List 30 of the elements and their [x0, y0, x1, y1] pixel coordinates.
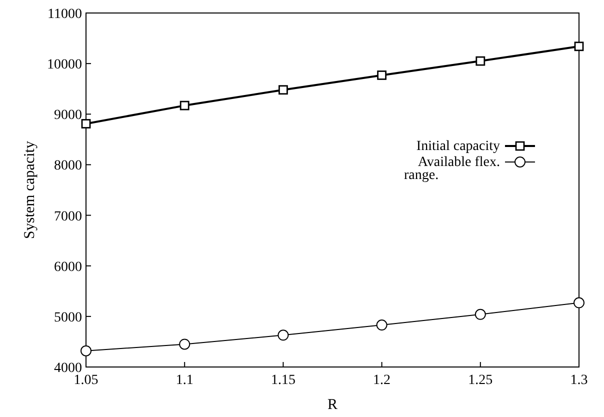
y-tick-label: 6000: [54, 260, 82, 275]
legend-label: Available flex. range.: [404, 155, 500, 183]
x-tick-label: 1.2: [373, 373, 391, 388]
point: [376, 320, 388, 331]
y-tick-label: 9000: [54, 108, 82, 124]
point: [278, 85, 288, 95]
point: [574, 42, 584, 52]
point: [574, 297, 584, 308]
y-tick-label: 5000: [54, 310, 82, 326]
point: [377, 70, 386, 80]
point: [278, 330, 289, 341]
point: [476, 56, 486, 66]
x-axis-title: R: [327, 397, 338, 413]
y-tick-label: 10000: [47, 58, 82, 73]
y-tick-label: 7000: [54, 209, 82, 224]
point: [81, 119, 91, 128]
x-tick-label: 1.1: [176, 373, 194, 388]
point: [179, 338, 190, 350]
point: [180, 100, 190, 110]
x-tick-label: 1.15: [270, 373, 296, 388]
y-axis-title: System capacity: [22, 140, 38, 239]
legend-label: Initial capacity: [416, 139, 500, 154]
point: [80, 345, 92, 356]
y-tick-label: 4000: [54, 361, 82, 376]
point: [474, 308, 486, 320]
y-tick-label: 11000: [48, 7, 82, 22]
x-tick-label: 1.3: [570, 373, 588, 388]
x-tick-label: 1.05: [74, 373, 98, 388]
y-tick-label: 8000: [54, 158, 82, 174]
x-tick-label: 1.25: [468, 373, 493, 388]
